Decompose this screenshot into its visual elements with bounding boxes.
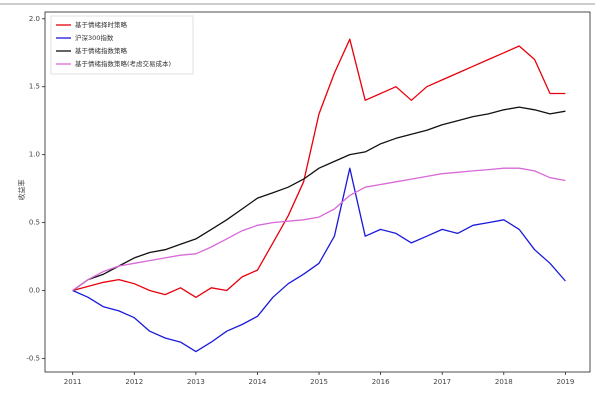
y-tick-label: 0.5 [29,219,40,227]
x-tick-label: 2011 [64,378,82,386]
legend-label: 基于情绪指数策略 [75,46,128,55]
plot-frame [44,11,591,373]
series-line [72,167,566,353]
legend-label: 基于情绪指数策略(考虑交易成本) [75,59,171,68]
x-tick-label: 2015 [310,378,328,386]
y-tick-label: 2.0 [29,15,40,23]
x-tick-label: 2013 [187,378,205,386]
x-tick-label: 2018 [495,378,513,386]
x-tick-label: 2019 [556,378,574,386]
x-tick-label: 2017 [433,378,451,386]
y-tick-label: 1.5 [29,83,40,91]
x-tick-label: 2016 [372,378,390,386]
y-tick-label: 0.0 [29,286,40,294]
legend-label: 沪深300指数 [75,33,114,42]
series-line [72,167,566,292]
legend-label: 基于情绪择时策略 [75,20,128,29]
y-tick-label: -0.5 [26,354,40,362]
series-line [72,106,566,292]
y-axis-label: 收益率 [17,180,26,201]
x-tick-label: 2014 [249,378,267,386]
y-tick-label: 1.0 [29,151,40,159]
x-tick-label: 2012 [125,378,143,386]
legend-box [50,15,194,75]
series-line [72,38,566,298]
